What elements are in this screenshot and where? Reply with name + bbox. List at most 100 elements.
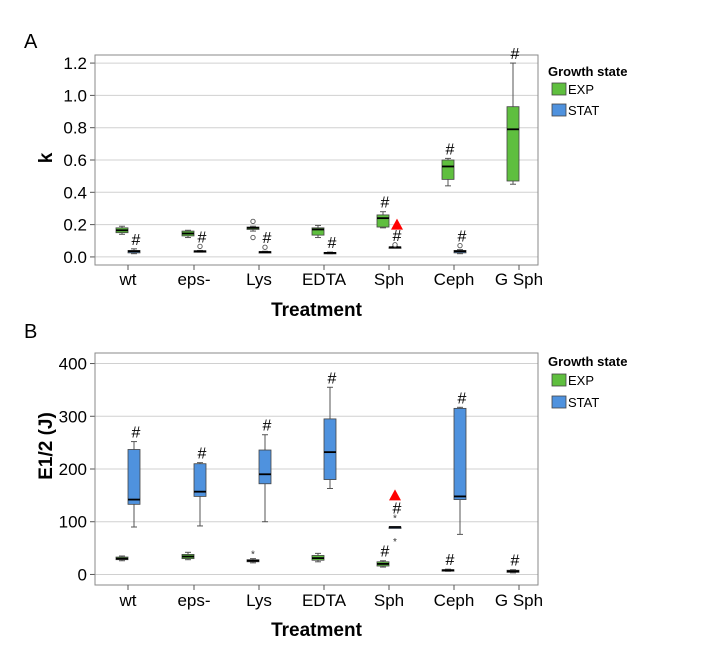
box-exp-edta xyxy=(311,552,325,563)
y-tick-label: 0.8 xyxy=(63,119,87,138)
panel-b: B 0 100 200 300 400 E1/2 (J) Treatment wt eps- Lys… xyxy=(24,321,627,641)
box-exp-wt xyxy=(115,555,129,562)
box-body xyxy=(258,449,272,485)
x-tick-label: G Sph xyxy=(495,591,543,610)
legend-swatch-exp xyxy=(551,82,567,96)
significance-label: # xyxy=(446,141,455,158)
box-exp-lys: * xyxy=(246,549,260,564)
legend-entry-stat: STAT xyxy=(568,395,599,410)
x-tick-label: Sph xyxy=(374,591,404,610)
box-stat-edta: # xyxy=(323,370,337,490)
series-exp: * # # # xyxy=(115,544,520,574)
x-tick-label: EDTA xyxy=(302,270,347,289)
x-tick-label: Sph xyxy=(374,270,404,289)
legend-title: Growth state xyxy=(548,354,627,369)
box-body xyxy=(193,463,207,497)
box-stat-ceph: # xyxy=(453,229,467,255)
outlier-circle xyxy=(262,244,268,250)
outlier-circle xyxy=(250,218,256,225)
panel-a: A 0.0 0.2 0.4 0.6 0.8 1.0 1.2 k Treatment wt eps- Ly… xyxy=(24,31,627,321)
x-axis-title: Treatment xyxy=(271,620,362,641)
significance-label: # xyxy=(458,390,467,407)
significance-label: # xyxy=(198,446,207,463)
y-tick-label: 300 xyxy=(59,407,87,426)
significance-label: # xyxy=(263,418,272,435)
box-stat-wt: # xyxy=(127,425,141,528)
significance-label: # xyxy=(328,370,337,387)
outlier-star: * xyxy=(393,537,397,548)
panel-label: B xyxy=(24,321,37,343)
box-exp-lys xyxy=(246,218,260,241)
y-tick-label: 0.6 xyxy=(63,151,87,170)
box-stat-edta: # xyxy=(323,235,337,255)
outlier-star: * xyxy=(251,549,255,560)
legend-title: Growth state xyxy=(548,64,627,79)
significance-label: # xyxy=(511,553,520,570)
significance-label: # xyxy=(381,195,390,212)
outlier-circle xyxy=(392,242,398,248)
box-stat-eps-: # xyxy=(193,229,207,253)
x-tick-label: EDTA xyxy=(302,591,347,610)
y-axis-title: k xyxy=(36,152,57,163)
box-stat-eps-: # xyxy=(193,446,207,527)
box-body xyxy=(506,106,520,182)
box-stat-ceph: # xyxy=(453,390,467,535)
box-exp-sph: # xyxy=(376,195,403,230)
box-body xyxy=(376,214,390,228)
box-stat-sph: # xyxy=(388,228,402,249)
significance-label: # xyxy=(381,544,390,561)
x-tick-label: eps- xyxy=(177,591,210,610)
legend: Growth state EXP STAT xyxy=(548,354,627,410)
box-stat-lys: # xyxy=(258,418,272,523)
y-tick-label: 0 xyxy=(78,565,87,584)
significance-label: # xyxy=(328,235,337,252)
red-triangle-marker xyxy=(389,489,401,501)
significance-label: # xyxy=(458,229,467,246)
x-tick-label: eps- xyxy=(177,270,210,289)
y-tick-label: 0.4 xyxy=(63,183,87,202)
outlier-circle xyxy=(197,243,203,250)
legend-entry-exp: EXP xyxy=(568,82,594,97)
x-tick-label: Ceph xyxy=(434,591,475,610)
series-stat: ####**## xyxy=(127,370,467,548)
box-stat-lys: # xyxy=(258,230,272,254)
box-stat-wt: # xyxy=(127,232,141,255)
box-exp-wt xyxy=(115,225,129,235)
plot-frame xyxy=(94,352,539,586)
box-body xyxy=(453,407,467,500)
significance-label: # xyxy=(132,232,141,249)
series-exp: # # # xyxy=(115,46,520,241)
red-triangle-marker xyxy=(391,218,403,230)
panel-label: A xyxy=(24,31,38,53)
significance-label: # xyxy=(198,229,207,246)
x-tick-label: Lys xyxy=(246,270,272,289)
y-tick-label: 200 xyxy=(59,460,87,479)
x-tick-label: G Sph xyxy=(495,270,543,289)
outlier-star: * xyxy=(393,514,397,525)
significance-label: # xyxy=(132,425,141,442)
box-body xyxy=(127,449,141,505)
x-tick-label: wt xyxy=(119,270,137,289)
box-exp-eps- xyxy=(181,551,195,561)
box-exp-sph: # xyxy=(376,544,390,568)
legend-swatch-exp xyxy=(551,373,567,387)
y-tick-label: 1.2 xyxy=(63,54,87,73)
legend-entry-stat: STAT xyxy=(568,103,599,118)
y-tick-label: 0.0 xyxy=(63,248,87,267)
x-tick-label: Ceph xyxy=(434,270,475,289)
box-exp-ceph: # xyxy=(441,552,455,572)
legend-entry-exp: EXP xyxy=(568,373,594,388)
box-body xyxy=(441,159,455,180)
x-axis-title: Treatment xyxy=(271,300,362,321)
y-tick-label: 400 xyxy=(59,355,87,374)
x-tick-label: wt xyxy=(119,591,137,610)
significance-label: # xyxy=(393,501,402,518)
significance-label: # xyxy=(393,228,402,245)
y-tick-label: 100 xyxy=(59,513,87,532)
box-exp-edta xyxy=(311,224,325,239)
y-tick-label: 1.0 xyxy=(63,86,87,105)
significance-label: # xyxy=(263,230,272,247)
series-stat: # # # # # # xyxy=(127,228,467,255)
plot-frame xyxy=(94,54,539,266)
